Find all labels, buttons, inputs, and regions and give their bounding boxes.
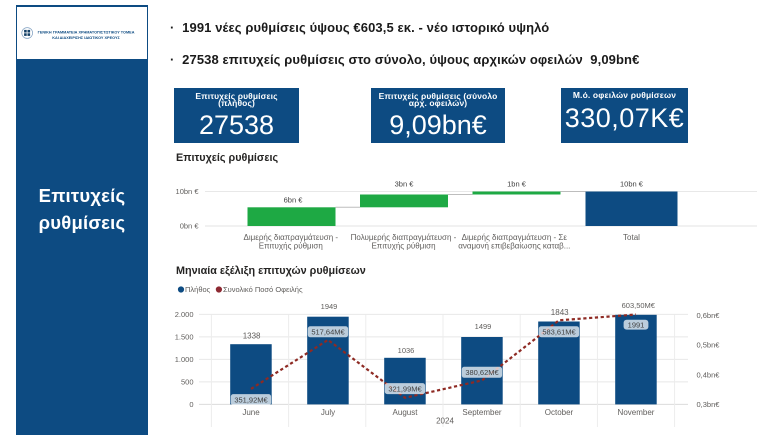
svg-text:0,3bn€: 0,3bn€ <box>697 400 721 409</box>
svg-text:1.500: 1.500 <box>175 333 194 342</box>
svg-text:1499: 1499 <box>475 322 492 331</box>
svg-text:2.000: 2.000 <box>175 310 194 319</box>
svg-text:1338: 1338 <box>243 331 261 340</box>
svg-text:603,50M€: 603,50M€ <box>622 301 656 310</box>
svg-text:2024: 2024 <box>436 417 454 426</box>
svg-text:0bn €: 0bn € <box>180 222 200 231</box>
svg-text:Διμερής διαπραγμάτευση -: Διμερής διαπραγμάτευση - <box>244 233 339 242</box>
svg-text:0,4bn€: 0,4bn€ <box>697 370 721 379</box>
svg-text:1991: 1991 <box>628 320 645 329</box>
svg-text:αναμονή επιβεβαίωσης καταβ...: αναμονή επιβεβαίωσης καταβ... <box>458 241 570 250</box>
svg-text:500: 500 <box>181 378 194 387</box>
svg-text:1036: 1036 <box>398 346 415 355</box>
svg-text:Διμερής διαπραγμάτευση - Σε: Διμερής διαπραγμάτευση - Σε <box>462 233 568 242</box>
svg-text:1.000: 1.000 <box>175 355 194 364</box>
svg-text:June: June <box>242 408 260 417</box>
svg-text:September: September <box>462 408 501 417</box>
svg-text:July: July <box>321 408 335 417</box>
svg-text:321,99M€: 321,99M€ <box>388 384 422 393</box>
svg-text:Συνολικό Ποσό Οφειλής: Συνολικό Ποσό Οφειλής <box>223 285 303 294</box>
svg-text:517,64M€: 517,64M€ <box>311 328 345 337</box>
svg-text:0,6bn€: 0,6bn€ <box>697 311 721 320</box>
svg-text:1bn €: 1bn € <box>507 179 527 188</box>
svg-text:3bn €: 3bn € <box>395 180 415 189</box>
svg-text:October: October <box>545 408 574 417</box>
svg-text:10bn €: 10bn € <box>176 187 200 196</box>
svg-text:November: November <box>618 408 655 417</box>
svg-text:0,5bn€: 0,5bn€ <box>697 341 721 350</box>
svg-text:Επιτυχής ρύθμιση: Επιτυχής ρύθμιση <box>259 241 323 250</box>
svg-text:1843: 1843 <box>551 308 569 317</box>
svg-text:583,61M€: 583,61M€ <box>542 327 576 336</box>
svg-text:1949: 1949 <box>321 302 338 311</box>
svg-text:0: 0 <box>189 400 193 409</box>
svg-text:380,62M€: 380,62M€ <box>465 368 499 377</box>
svg-text:ΓΕΝΙΚΗ ΓΡΑΜΜΑΤΕΙΑ ΧΡΗΜΑΤΟΠΙΣΤΩ: ΓΕΝΙΚΗ ΓΡΑΜΜΑΤΕΙΑ ΧΡΗΜΑΤΟΠΙΣΤΩΤΙΚΟΥ ΤΟΜΕ… <box>38 30 135 34</box>
svg-text:351,92M€: 351,92M€ <box>234 395 268 404</box>
svg-text:Πολυμερής διαπραγμάτευση -: Πολυμερής διαπραγμάτευση - <box>351 233 457 242</box>
svg-text:August: August <box>393 408 419 417</box>
svg-text:6bn €: 6bn € <box>284 196 304 205</box>
svg-text:Πλήθος: Πλήθος <box>185 285 211 294</box>
svg-text:Total: Total <box>623 233 640 242</box>
svg-text:10bn €: 10bn € <box>620 179 644 188</box>
svg-text:Επιτυχής ρύθμιση: Επιτυχής ρύθμιση <box>371 241 435 250</box>
svg-text:ΚΑΙ ΔΙΑΧΕΙΡΙΣΗΣ ΙΔΙΩΤΙΚΟΥ ΧΡΕΟ: ΚΑΙ ΔΙΑΧΕΙΡΙΣΗΣ ΙΔΙΩΤΙΚΟΥ ΧΡΕΟΥΣ <box>52 36 120 40</box>
